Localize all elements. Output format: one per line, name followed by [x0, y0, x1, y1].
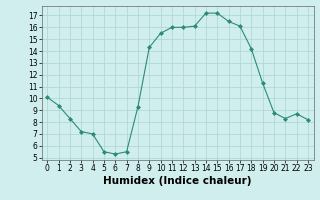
- X-axis label: Humidex (Indice chaleur): Humidex (Indice chaleur): [103, 176, 252, 186]
